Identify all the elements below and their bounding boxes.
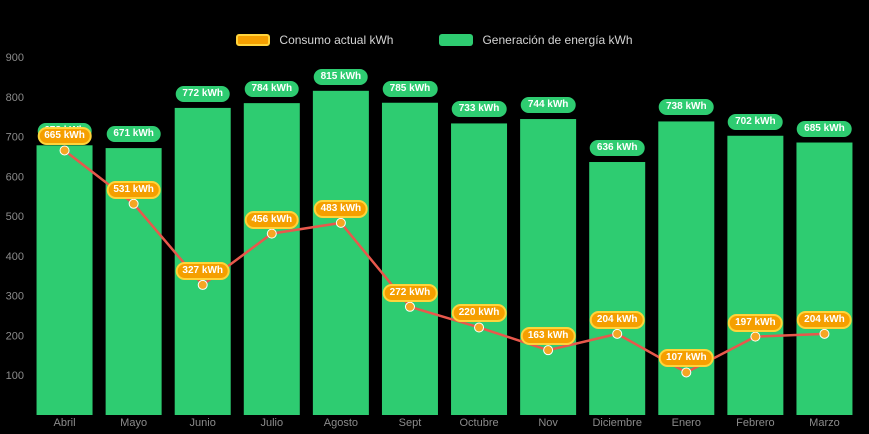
consumo-value-label: 204 kWh: [589, 310, 645, 329]
consumo-point[interactable]: [612, 328, 623, 339]
consumo-value-label: 107 kWh: [658, 349, 714, 368]
consumo-point[interactable]: [197, 279, 208, 290]
x-axis-label: Marzo: [809, 417, 840, 429]
consumo-point[interactable]: [128, 198, 139, 209]
consumo-point[interactable]: [404, 301, 415, 312]
y-axis-tick: 300: [6, 291, 24, 303]
consumo-value-label: 456 kWh: [244, 210, 300, 229]
consumo-swatch-icon: [236, 34, 271, 46]
x-axis-label: Abril: [54, 417, 76, 429]
y-axis-tick: 900: [6, 52, 24, 64]
generation-bar[interactable]: [243, 103, 300, 416]
legend-label-generacion: Generación de energía kWh: [482, 33, 633, 47]
consumo-value-label: 204 kWh: [797, 310, 852, 329]
generation-bar[interactable]: [451, 123, 508, 415]
consumo-point[interactable]: [750, 331, 761, 342]
generation-bar[interactable]: [796, 142, 853, 415]
legend-label-consumo: Consumo actual kWh: [279, 33, 394, 47]
consumo-point[interactable]: [335, 217, 346, 228]
x-axis-label: Agosto: [324, 417, 358, 429]
consumo-value-label: 327 kWh: [175, 261, 230, 280]
generation-value-label: 785 kWh: [382, 80, 438, 97]
chart-legend: Consumo actual kWh Generación de energía…: [0, 33, 869, 47]
generation-value-label: 671 kWh: [106, 126, 161, 143]
x-axis-label: Febrero: [736, 417, 775, 429]
consumo-value-label: 220 kWh: [451, 304, 507, 323]
y-axis-tick: 700: [6, 132, 24, 144]
generation-value-label: 738 kWh: [658, 99, 714, 116]
consumo-value-label: 197 kWh: [728, 313, 783, 332]
consumo-value-label: 531 kWh: [106, 180, 161, 199]
consumo-value-label: 483 kWh: [313, 199, 369, 218]
consumo-value-label: 665 kWh: [37, 127, 92, 146]
consumo-point[interactable]: [543, 345, 554, 356]
x-axis-label: Junio: [190, 417, 216, 429]
consumo-value-label: 163 kWh: [520, 327, 576, 346]
generation-bar[interactable]: [727, 135, 784, 415]
x-axis-label: Sept: [399, 417, 422, 429]
x-axis-label: Octubre: [459, 417, 498, 429]
generation-value-label: 733 kWh: [451, 101, 507, 118]
generation-value-label: 815 kWh: [313, 68, 369, 85]
generation-value-label: 784 kWh: [244, 81, 300, 98]
y-axis-tick: 600: [6, 171, 24, 183]
generation-value-label: 702 kWh: [728, 113, 783, 130]
generation-bar[interactable]: [520, 119, 577, 415]
x-axis-label: Diciembre: [592, 417, 642, 429]
generation-value-label: 772 kWh: [175, 85, 230, 102]
consumo-point[interactable]: [819, 328, 830, 339]
x-axis-label: Julio: [260, 417, 283, 429]
generation-bar[interactable]: [381, 102, 438, 415]
consumo-value-label: 272 kWh: [382, 283, 438, 302]
x-axis-label: Enero: [672, 417, 701, 429]
consumo-point[interactable]: [59, 145, 70, 156]
generation-value-label: 685 kWh: [797, 120, 852, 137]
consumo-point[interactable]: [474, 322, 485, 333]
x-axis-label: Nov: [538, 417, 558, 429]
y-axis-tick: 200: [6, 330, 24, 342]
generation-value-label: 744 kWh: [520, 97, 576, 114]
x-axis-label: Mayo: [120, 417, 147, 429]
legend-item-consumo[interactable]: Consumo actual kWh: [236, 33, 393, 47]
generation-bar[interactable]: [36, 145, 93, 415]
generation-value-label: 636 kWh: [589, 140, 645, 156]
generacion-swatch-icon: [439, 34, 474, 46]
y-axis-tick: 800: [6, 92, 24, 104]
generation-bar[interactable]: [312, 90, 369, 416]
legend-item-generacion[interactable]: Generación de energía kWh: [439, 33, 633, 47]
generation-bar[interactable]: [589, 162, 646, 415]
y-axis-tick: 400: [6, 251, 24, 263]
consumo-point[interactable]: [266, 228, 277, 239]
consumo-point[interactable]: [681, 367, 692, 378]
y-axis-tick: 500: [6, 211, 24, 223]
y-axis-tick: 100: [6, 370, 24, 382]
